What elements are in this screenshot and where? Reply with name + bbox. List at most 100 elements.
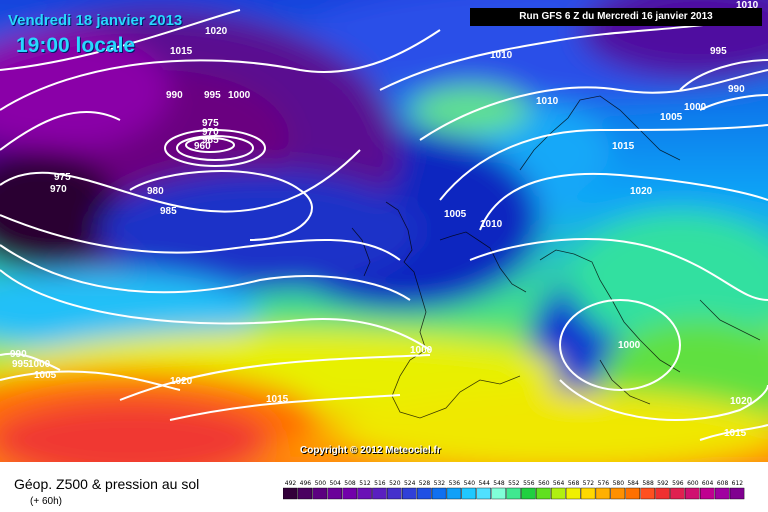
isobar-label: 965 xyxy=(202,135,219,146)
isobar-label: 1010 xyxy=(736,0,759,11)
isobar-label: 990 xyxy=(10,349,27,360)
legend-tick-label: 548 xyxy=(493,480,505,487)
legend-tick-label: 520 xyxy=(389,480,401,487)
legend-tick-label: 540 xyxy=(464,480,476,487)
legend-tick-label: 504 xyxy=(329,480,341,487)
legend-tick-label: 492 xyxy=(285,480,297,487)
legend-swatch xyxy=(446,487,462,500)
copyright: Copyright © 2012 Meteociel.fr xyxy=(300,445,441,456)
legend-tick-label: 552 xyxy=(508,480,520,487)
isobar-label: 1020 xyxy=(170,376,193,387)
isobar-label: 970 xyxy=(50,184,67,195)
isobar-label: 975 xyxy=(54,172,71,183)
isobar-label: 1005 xyxy=(444,209,467,220)
footer-bar xyxy=(0,462,768,512)
isobar-label: 1005 xyxy=(660,112,683,123)
model-run-banner: Run GFS 6 Z du Mercredi 16 janvier 2013 xyxy=(470,8,762,26)
isobar-label: 1015 xyxy=(724,428,747,439)
map-title: Géop. Z500 & pression au sol xyxy=(14,476,200,492)
legend-tick-label: 544 xyxy=(478,480,490,487)
isobar-label: 975 xyxy=(202,118,219,129)
isobar-label: 1020 xyxy=(630,186,653,197)
isobar-label: 1020 xyxy=(205,26,228,37)
isobar-label: 1015 xyxy=(170,46,193,57)
legend-tick-label: 588 xyxy=(642,480,654,487)
legend-swatch xyxy=(700,487,715,500)
isobar-label: 1000 xyxy=(618,340,641,351)
legend-tick-label: 524 xyxy=(404,480,416,487)
legend-tick-label: 536 xyxy=(449,480,461,487)
isobar-label: 1010 xyxy=(490,50,513,61)
legend-tick-label: 564 xyxy=(553,480,565,487)
legend-swatch xyxy=(521,487,536,500)
local-time: 19:00 locale xyxy=(16,34,136,57)
legend-swatch xyxy=(625,487,641,500)
legend-tick-label: 584 xyxy=(627,480,639,487)
isobar-label: 1000 xyxy=(228,90,251,101)
isobar-label: 1010 xyxy=(480,219,503,230)
legend-tick-label: 604 xyxy=(702,480,714,487)
legend-tick-label: 576 xyxy=(598,480,610,487)
isobar-label: 1005 xyxy=(34,370,57,381)
isobar-label: 985 xyxy=(160,206,177,217)
legend-swatch xyxy=(431,487,447,500)
legend-tick-label: 600 xyxy=(687,480,699,487)
coastlines xyxy=(351,95,761,419)
forecast-date: Vendredi 18 janvier 2013 xyxy=(8,12,183,29)
weather-map: 1020 1015 990 995 1000 975 970 965 960 9… xyxy=(0,0,768,462)
isobar-label: 1015 xyxy=(266,394,289,405)
legend-swatch xyxy=(506,487,521,500)
isobar-label: 990 xyxy=(728,84,745,95)
legend-tick-label: 568 xyxy=(568,480,580,487)
legend-swatch xyxy=(536,487,551,500)
legend-tick-label: 508 xyxy=(344,480,356,487)
isobar-label: 980 xyxy=(147,186,164,197)
isobar-label: 960 xyxy=(194,141,211,152)
legend-tick-label: 516 xyxy=(374,480,386,487)
isobar-label: 1000 xyxy=(684,102,707,113)
legend-swatch xyxy=(491,487,506,500)
legend-swatch xyxy=(416,487,432,500)
legend-swatch xyxy=(580,487,596,500)
isobar-label: 995 xyxy=(710,46,727,57)
legend-swatch xyxy=(327,487,343,500)
geopotential-field xyxy=(0,0,768,462)
isobar-label: 970 xyxy=(202,127,219,138)
legend-tick-label: 532 xyxy=(434,480,446,487)
legend-swatch xyxy=(595,487,611,500)
legend-tick-label: 560 xyxy=(538,480,550,487)
legend-swatch xyxy=(655,487,670,500)
isobars xyxy=(0,9,768,441)
color-legend: 492 496 500 504 508 512 516 520 524 528 532 536 540 5… xyxy=(283,480,745,500)
legend-swatch xyxy=(372,487,387,500)
isobar-label: 1010 xyxy=(536,96,559,107)
legend-swatch xyxy=(357,487,372,500)
forecast-range: (+ 60h) xyxy=(30,496,62,507)
legend-swatch xyxy=(565,487,581,500)
legend-swatch xyxy=(342,487,357,500)
legend-swatch xyxy=(610,487,626,500)
isobar-label: 1015 xyxy=(612,141,635,152)
isobar-label: 990 xyxy=(166,90,183,101)
legend-tick-label: 592 xyxy=(657,480,669,487)
legend-swatch xyxy=(401,487,417,500)
legend-tick-label: 512 xyxy=(359,480,371,487)
legend-swatch xyxy=(461,487,477,500)
legend-tick-label: 608 xyxy=(717,480,729,487)
legend-tick-label: 500 xyxy=(315,480,327,487)
isobar-label: 1020 xyxy=(730,396,753,407)
legend-tick-label: 496 xyxy=(300,480,312,487)
legend-tick-label: 528 xyxy=(419,480,431,487)
legend-tick-label: 556 xyxy=(523,480,535,487)
legend-tick-label: 612 xyxy=(732,480,744,487)
legend-tick-label: 572 xyxy=(583,480,595,487)
legend-swatch xyxy=(297,487,313,500)
isobar-label: 995 xyxy=(12,359,29,370)
legend-swatch xyxy=(670,487,685,500)
legend-swatch xyxy=(476,487,491,500)
isobar-labels: 1020 1015 990 995 1000 975 970 965 960 9… xyxy=(10,0,759,439)
legend-tick-label: 580 xyxy=(613,480,625,487)
legend-swatch xyxy=(640,487,655,500)
legend-swatch xyxy=(714,487,730,500)
